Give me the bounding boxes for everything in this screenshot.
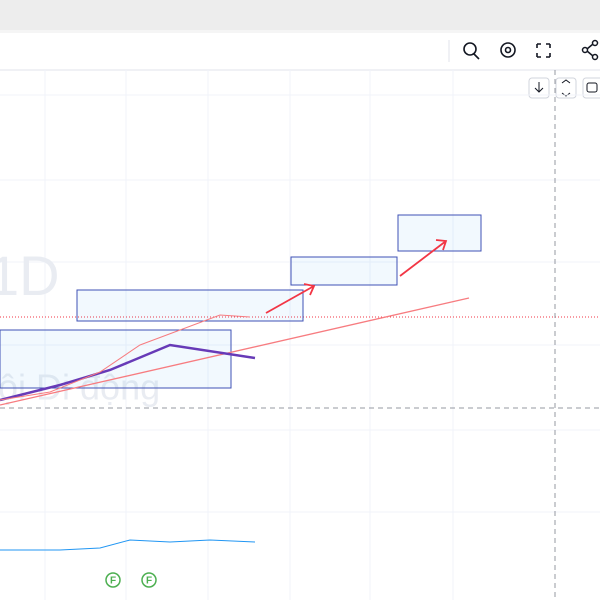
marker[interactable]: F bbox=[141, 572, 157, 588]
scroll-buttons[interactable] bbox=[528, 77, 600, 99]
marker-label: F bbox=[110, 576, 116, 587]
marker[interactable]: F bbox=[105, 572, 121, 588]
grid bbox=[0, 70, 600, 600]
share-icon[interactable] bbox=[581, 39, 599, 61]
marker-label: F bbox=[146, 576, 152, 587]
watermark-symbol: 1D bbox=[0, 244, 60, 307]
separator bbox=[0, 30, 600, 33]
arrow bbox=[265, 283, 316, 314]
range-box bbox=[76, 289, 304, 322]
trend-line bbox=[0, 297, 470, 406]
fullscreen-icon[interactable] bbox=[536, 43, 551, 58]
toolbar bbox=[0, 33, 600, 70]
ma-line bbox=[0, 314, 251, 401]
target-box bbox=[290, 256, 398, 286]
ma-line bbox=[0, 343, 256, 402]
arrow bbox=[399, 239, 448, 277]
browser-bar bbox=[0, 0, 600, 30]
settings-icon[interactable] bbox=[500, 42, 516, 58]
drawings bbox=[0, 214, 600, 551]
volume-ma bbox=[0, 539, 256, 551]
search-icon[interactable] bbox=[463, 42, 480, 60]
